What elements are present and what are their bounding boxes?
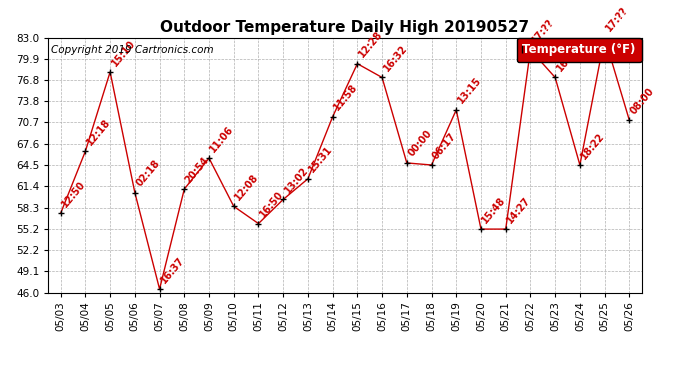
Text: 16:02: 16:02 [555, 43, 582, 73]
Text: 00:00: 00:00 [406, 129, 434, 159]
Text: 16:32: 16:32 [382, 43, 409, 73]
Text: 11:06: 11:06 [208, 124, 236, 154]
Title: Outdoor Temperature Daily High 20190527: Outdoor Temperature Daily High 20190527 [161, 20, 529, 35]
Text: 17:??: 17:?? [530, 17, 556, 46]
Text: 06:17: 06:17 [431, 130, 458, 161]
Text: 12:08: 12:08 [233, 172, 261, 202]
Text: 11:58: 11:58 [332, 82, 359, 112]
Text: 16:50: 16:50 [258, 189, 286, 219]
Text: 15:48: 15:48 [480, 195, 508, 225]
Text: 15:10: 15:10 [110, 38, 137, 68]
Text: 02:18: 02:18 [134, 158, 161, 188]
Text: 18:22: 18:22 [579, 130, 607, 161]
Text: 12:18: 12:18 [85, 117, 112, 147]
Text: 15:31: 15:31 [307, 144, 335, 175]
Text: 12:28: 12:28 [357, 29, 384, 60]
Text: 16:37: 16:37 [159, 255, 186, 285]
Text: 08:00: 08:00 [629, 86, 656, 116]
Text: 13:02: 13:02 [282, 165, 310, 195]
Text: 17:??: 17:?? [604, 5, 630, 33]
Text: Copyright 2019 Cartronics.com: Copyright 2019 Cartronics.com [51, 45, 214, 55]
Text: 12:50: 12:50 [60, 179, 88, 209]
Text: 13:15: 13:15 [455, 75, 483, 106]
Text: 14:27: 14:27 [505, 195, 533, 225]
Text: 20:54: 20:54 [184, 155, 211, 185]
Legend: Temperature (°F): Temperature (°F) [517, 38, 642, 62]
